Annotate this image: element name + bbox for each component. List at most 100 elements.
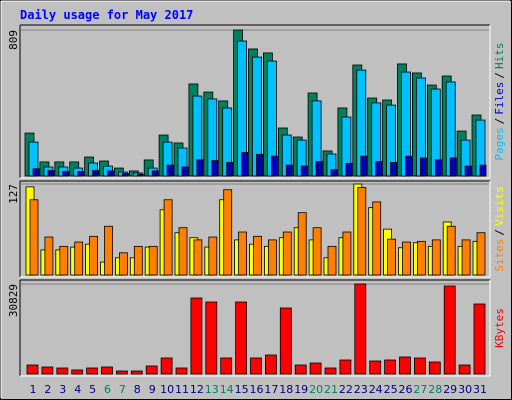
bar (449, 157, 457, 177)
x-tick-label: 1 (30, 383, 37, 396)
bar (89, 235, 98, 276)
x-tick-label: 17 (264, 383, 278, 396)
bar (160, 357, 173, 375)
x-tick-label: 29 (443, 383, 457, 396)
bar (405, 155, 412, 177)
bar (309, 362, 322, 375)
bar (428, 361, 441, 375)
bar (193, 239, 203, 276)
bar (476, 232, 486, 276)
bar (357, 187, 367, 276)
bar (294, 364, 307, 375)
bar (26, 364, 39, 375)
bar (315, 161, 323, 177)
bar (77, 171, 85, 177)
x-tick-label: 6 (104, 383, 111, 396)
x-tick-label: 27 (413, 383, 427, 396)
x-tick-label: 31 (473, 383, 487, 396)
bar (145, 365, 158, 375)
x-tick-label: 13 (205, 383, 219, 396)
bar (211, 160, 219, 177)
bar (264, 354, 277, 375)
bar (384, 359, 397, 375)
y-tick-label: 30829 (7, 284, 20, 317)
bar (330, 169, 338, 177)
bar (44, 236, 54, 276)
bar (47, 170, 55, 177)
bar (342, 231, 352, 276)
bar (312, 227, 322, 276)
x-tick-label: 2 (44, 383, 51, 396)
bar (151, 170, 159, 177)
bar (205, 301, 218, 375)
bar (354, 283, 367, 375)
x-tick-label: 11 (175, 383, 189, 396)
bar (390, 162, 398, 177)
bar (166, 164, 174, 177)
bar (327, 245, 337, 276)
x-tick-label: 21 (324, 383, 338, 396)
x-tick-label: 9 (149, 383, 156, 396)
bar (297, 212, 307, 276)
bar (133, 245, 143, 276)
legend: Pages / Files / Hits (493, 43, 506, 161)
bar (226, 162, 234, 177)
bar (29, 199, 39, 276)
bar (253, 235, 262, 276)
x-tick-label: 7 (119, 383, 126, 396)
bar (116, 370, 128, 375)
bar (256, 153, 263, 177)
bar (464, 165, 472, 177)
bar (119, 252, 128, 276)
bar (56, 367, 69, 375)
bar (148, 245, 158, 276)
bar (324, 367, 337, 375)
bar (345, 162, 353, 177)
x-tick-label: 5 (89, 383, 96, 396)
bar (181, 166, 189, 177)
bar (479, 164, 487, 177)
bar (41, 366, 54, 375)
y-tick-label: 127 (7, 184, 20, 204)
legend-item: Files (493, 82, 506, 115)
x-tick-label: 4 (74, 383, 81, 396)
bar (101, 366, 113, 375)
bar (235, 301, 248, 375)
bar (196, 159, 204, 177)
bar (434, 159, 442, 177)
x-tick-label: 28 (428, 383, 442, 396)
legend-separator: / (493, 72, 506, 79)
legend-item: Visits (493, 186, 506, 226)
bar (339, 359, 352, 375)
bar (32, 168, 40, 177)
bar (190, 297, 203, 375)
x-tick-label: 15 (235, 383, 249, 396)
bar (419, 157, 427, 177)
x-tick-label: 22 (339, 383, 353, 396)
bar (443, 285, 456, 375)
bar (267, 239, 277, 276)
bar (279, 307, 292, 375)
legend-item: Hits (493, 43, 506, 70)
bar (220, 357, 233, 375)
y-tick-label: 809 (7, 30, 20, 50)
bar (86, 367, 98, 375)
bar (402, 241, 411, 276)
legend: KBytes (493, 308, 506, 348)
bar (107, 170, 114, 177)
x-tick-label: 16 (250, 383, 264, 396)
chart-title: Daily usage for May 2017 (20, 8, 193, 22)
bar (473, 303, 486, 375)
bar (178, 227, 188, 276)
x-tick-label: 26 (399, 383, 413, 396)
bar (413, 357, 426, 375)
x-tick-label: 20 (309, 383, 323, 396)
x-tick-label: 3 (59, 383, 66, 396)
bar (285, 164, 293, 177)
bar (375, 161, 383, 177)
bar (74, 241, 84, 276)
bar (59, 245, 69, 276)
x-tick-label: 8 (134, 383, 141, 396)
x-tick-label: 24 (369, 383, 383, 396)
